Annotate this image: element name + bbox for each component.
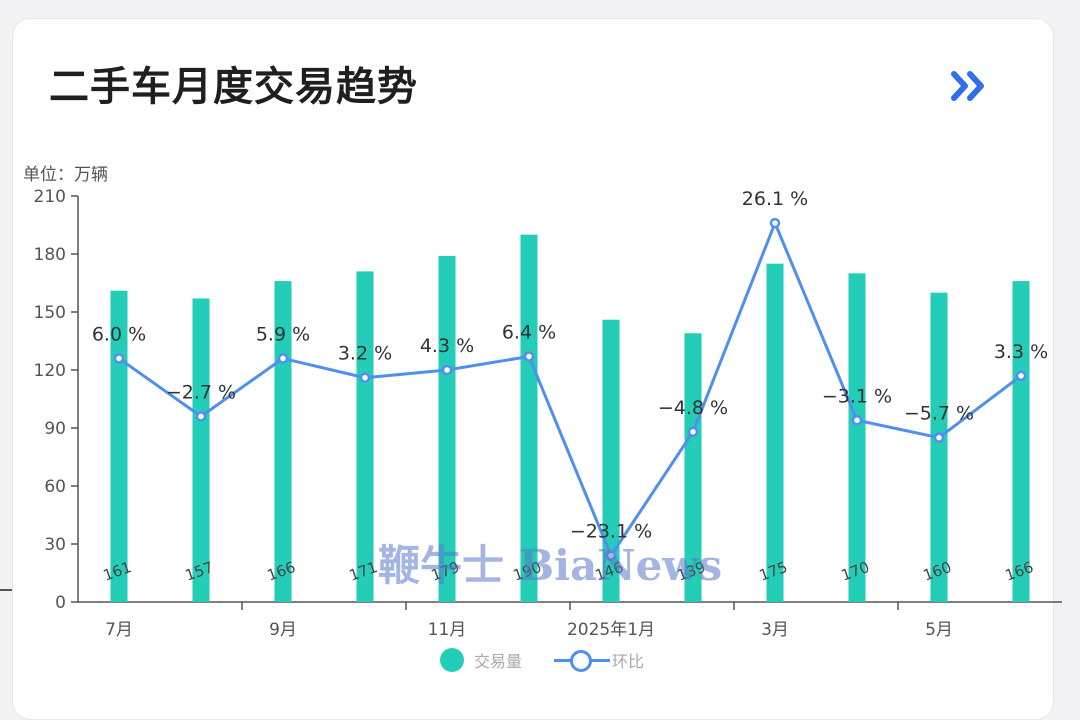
x-tick-label: 9月 <box>269 620 297 640</box>
mom-line <box>118 221 1022 558</box>
bar-value-label: 139 <box>675 558 708 585</box>
mom-value-label: −23.1 % <box>570 521 652 543</box>
y-tick-label: 60 <box>44 477 66 497</box>
bar-value-label: 166 <box>1003 558 1036 585</box>
y-tick-label: 210 <box>34 187 66 207</box>
mom-point <box>933 432 945 443</box>
bar <box>930 292 948 602</box>
legend-item-volume[interactable]: 交易量 <box>440 648 522 672</box>
double-chevron-right-icon <box>951 71 984 101</box>
x-tick-label: 5月 <box>925 620 953 640</box>
bar <box>602 319 620 602</box>
y-tick-label: 0 <box>55 593 66 613</box>
trade-volume-chart: 0 30 60 90 120 150 180 210 7月 9月 11月 2025年1月 3月 5月 161… <box>34 187 1062 640</box>
y-tick-label: 30 <box>44 535 66 555</box>
edge-tick <box>0 589 12 591</box>
bar <box>684 333 702 602</box>
bar-value-label: 190 <box>511 558 544 585</box>
bar <box>356 271 374 602</box>
mom-point <box>687 426 699 438</box>
mom-value-label: 5.9 % <box>256 323 310 345</box>
y-tick-label: 90 <box>44 419 66 439</box>
mom-point <box>195 411 207 422</box>
mom-point <box>523 351 535 362</box>
mom-point <box>851 415 863 426</box>
mom-value-label: 4.3 % <box>420 335 474 357</box>
mom-point <box>1015 370 1027 382</box>
mom-point <box>441 364 453 376</box>
legend-label-volume: 交易量 <box>474 652 523 671</box>
mom-value-label: −3.1 % <box>822 385 892 407</box>
mom-value-label: 6.4 % <box>502 321 556 343</box>
more-button[interactable] <box>948 66 992 106</box>
bar-value-label: 166 <box>265 558 298 585</box>
bar <box>766 263 784 602</box>
bar <box>520 234 538 602</box>
x-tick-label: 2025年1月 <box>567 620 655 640</box>
mom-value-label: −2.7 % <box>166 381 236 403</box>
mom-point <box>769 217 781 229</box>
page-title: 二手车月度交易趋势 <box>49 64 418 110</box>
y-tick-label: 120 <box>34 361 66 381</box>
bar-value-label: 170 <box>839 558 872 585</box>
bar-value-label: 157 <box>183 558 216 585</box>
legend-dot-icon <box>440 648 464 672</box>
bar <box>192 298 210 602</box>
y-tick-label: 150 <box>34 303 66 323</box>
chart-legend: 交易量 环比 <box>440 647 644 673</box>
y-tick-label: 180 <box>34 245 66 265</box>
mom-point <box>359 372 371 383</box>
bar <box>1012 281 1030 602</box>
bar <box>110 290 128 602</box>
bar-value-label: 146 <box>593 558 626 585</box>
bar <box>438 255 456 602</box>
bar-value-label: 179 <box>429 558 462 585</box>
mom-value-label: −4.8 % <box>658 397 728 419</box>
legend-label-mom: 环比 <box>612 652 645 671</box>
mom-value-label: 26.1 % <box>742 188 808 210</box>
bar-value-label: 161 <box>101 558 134 585</box>
x-tick-label: 3月 <box>761 620 789 640</box>
mom-point <box>277 353 289 364</box>
legend-item-mom[interactable]: 环比 <box>554 648 644 672</box>
bar-value-label: 175 <box>757 558 790 585</box>
mom-value-label: 6.0 % <box>92 323 146 345</box>
mom-value-label: 3.2 % <box>338 343 392 365</box>
legend-line-icon <box>554 648 611 672</box>
x-tick-label: 7月 <box>105 620 133 640</box>
mom-point <box>605 550 617 561</box>
bar-value-label: 160 <box>921 558 954 585</box>
bar-value-label: 171 <box>347 558 380 585</box>
x-tick-label: 11月 <box>428 620 467 640</box>
mom-value-label: −5.7 % <box>904 403 974 425</box>
mom-point <box>113 353 125 364</box>
bar <box>848 273 866 602</box>
unit-label: 单位：万辆 <box>23 165 108 185</box>
mom-value-label: 3.3 % <box>994 341 1048 363</box>
